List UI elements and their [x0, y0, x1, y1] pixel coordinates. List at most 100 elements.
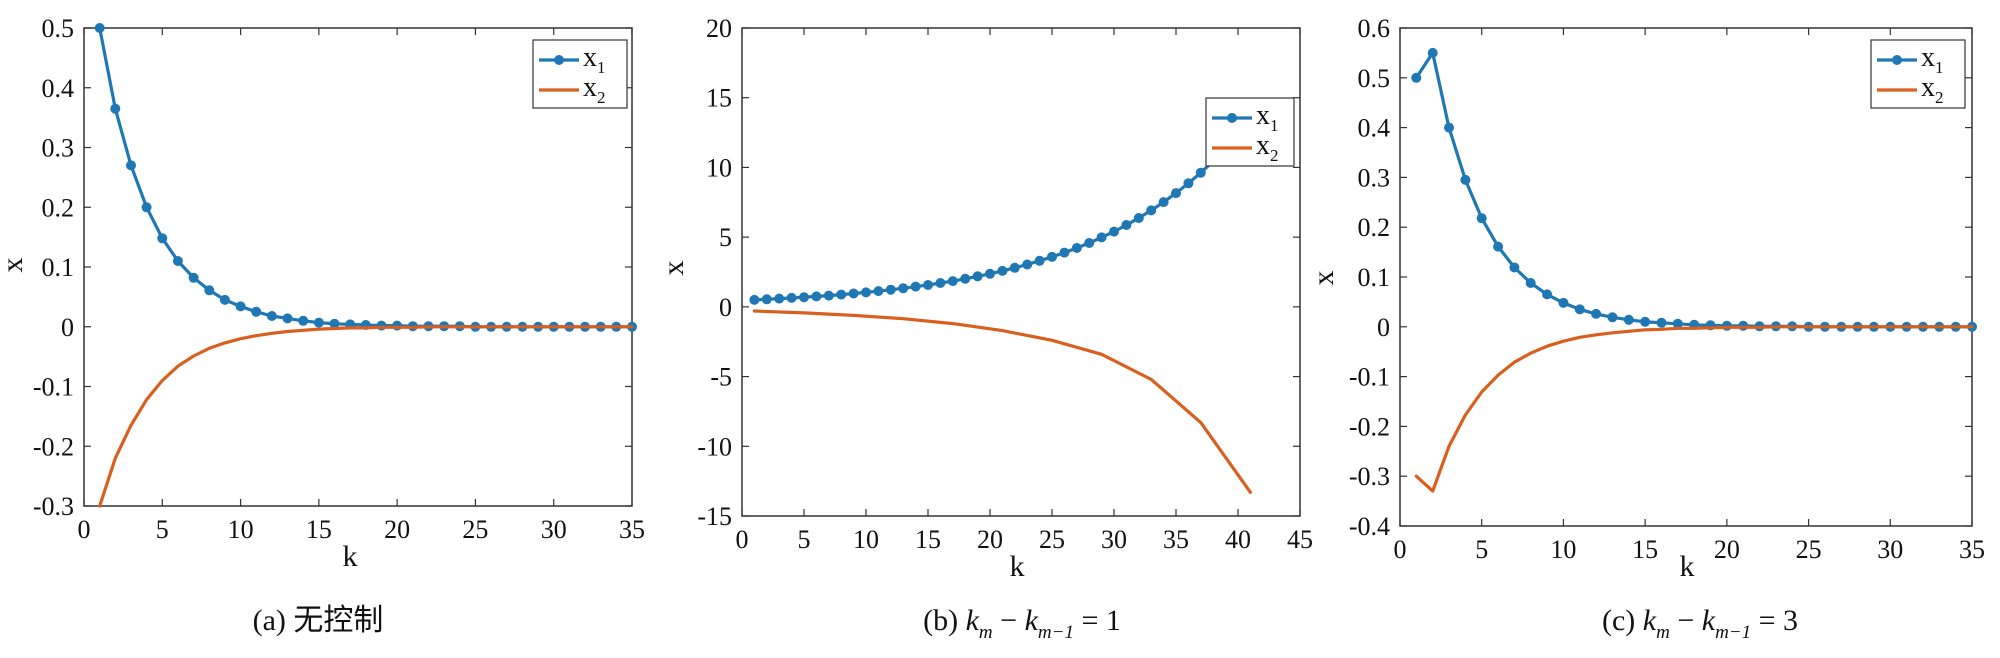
panel-b-xtick-label: 5: [798, 525, 811, 554]
panel-a-xtick-label: 15: [306, 515, 332, 544]
panel-a-xtick-label: 25: [462, 515, 488, 544]
panel-a-series-x1-point: [329, 318, 340, 329]
panel-a-ytick-label: 0: [61, 313, 74, 342]
panel-c-series-x2-line: [1414, 325, 1974, 493]
panel-c-xtick-label: 25: [1796, 535, 1822, 564]
panel-a-ytick-label: -0.2: [33, 432, 74, 461]
panel-c-xtick-label: 0: [1394, 535, 1407, 564]
panel-b-series-x1-point: [1034, 255, 1045, 266]
panel-b-xtick-label: 45: [1287, 525, 1313, 554]
panel-c-caption-prefix: (c): [1602, 604, 1643, 637]
panel-b-series-x1-point: [972, 271, 983, 282]
panel-c-xtick-label: 15: [1632, 535, 1658, 564]
panel-b-series-x1-point: [1109, 226, 1119, 237]
panel-c-ytick-label: 0.4: [1358, 114, 1391, 143]
panel-a-ytick-label: 0.3: [42, 134, 75, 163]
panel-a-xtick-label: 0: [78, 515, 91, 544]
panel-a-series-x1-point: [110, 103, 121, 114]
panel-c-legend-label-x1-main: x: [1921, 42, 1935, 73]
panel-c-legend-label-x2: x2: [1921, 72, 1944, 107]
panel-c-series-x1-point: [1476, 213, 1487, 224]
panel-b-series-x1-point: [761, 294, 772, 305]
panel-b-series-x1-point: [1133, 213, 1144, 223]
panel-b-series-x1-point: [997, 265, 1008, 276]
panel-c-legend-label-x2-main: x: [1921, 72, 1935, 103]
panel-a-series-x2-line: [98, 325, 634, 508]
panel-b-series-x1-point: [848, 288, 859, 299]
panel-a-series-x1-point: [141, 202, 152, 213]
panel-a-plot: 0 5 10 15 20 25 30 35 -0.3 -0.2 -0.1 0 0.1 0.2 0.3 0.4 0…: [33, 14, 645, 544]
panel-b-series-x1-point: [885, 284, 896, 295]
panel-b-ytick-label: -15: [697, 502, 732, 531]
panel-c-ytick-label: 0: [1377, 313, 1390, 342]
panel-c-caption-minus: −: [1670, 604, 1702, 637]
panel-c-caption-km-sub: m: [1656, 622, 1670, 643]
panel-a-series-x1-point: [172, 256, 183, 266]
panel-c-series-x1-point: [1640, 316, 1651, 327]
panel-b-series-x1-point: [861, 287, 871, 298]
panel-c-ytick-label: 0.2: [1358, 213, 1391, 242]
panel-b-series-x1-point: [923, 280, 933, 290]
panel-b-caption-km: k: [966, 604, 980, 637]
panel-a-legend-label-x1-sub: 1: [597, 58, 606, 77]
panel-b-series-x1-point: [774, 293, 785, 304]
panel-b-caption: (b) km − km−1 = 1: [923, 604, 1121, 643]
panel-b-series-x1-point: [836, 289, 847, 300]
panel-a-series-x1-point: [266, 311, 277, 321]
panel-b-series-x1-point: [873, 286, 884, 297]
panel-b-caption-suffix: = 1: [1074, 604, 1121, 637]
panel-c-ytick-label: 0.1: [1358, 263, 1391, 292]
panel-b-series-x1-point: [811, 291, 822, 302]
panel-c-series-x1-point: [1444, 122, 1454, 133]
panel-c-xlabel: k: [1680, 550, 1695, 583]
panel-c-series-x1-point: [1574, 304, 1585, 315]
panel-b-series-x1-point: [910, 281, 921, 292]
panel-b-ylabel: x: [657, 261, 690, 276]
panel-c-series-x1-point: [1493, 241, 1504, 252]
panel-b-series-x2-line: [752, 309, 1253, 494]
panel-c-caption-km1-sub: m−1: [1715, 622, 1751, 643]
panel-b-series-x1-point: [1047, 251, 1057, 262]
panel-b-xtick-label: 40: [1225, 525, 1251, 554]
panel-c-caption-km: k: [1643, 604, 1657, 637]
panel-c-series-x1-point: [1591, 308, 1602, 319]
panel-a-series-x1-point: [126, 160, 136, 171]
panel-b-ytick-label: 5: [719, 223, 732, 252]
panel-c-ylabel: x: [1307, 271, 1340, 286]
panel-c-plot-frame: [1399, 27, 1973, 527]
panel-a-legend-label-x1: x1: [583, 42, 606, 77]
panel-b-legend-label-x2: x2: [1256, 130, 1279, 165]
panel-a-legend-label-x1-main: x: [583, 42, 597, 73]
panel-c-ytick-label: -0.4: [1349, 512, 1390, 541]
panel-a-series-x1-point: [392, 320, 403, 331]
panel-c-series-x1-point: [1427, 47, 1438, 58]
panel-c-legend-box: [1870, 39, 1966, 109]
panel-b-series-x1-point: [1121, 220, 1132, 230]
panel-b-series-x1-point: [947, 276, 958, 287]
panel-a-ytick-label: 0.4: [42, 74, 75, 103]
panel-b-ytick-label: 20: [706, 14, 732, 43]
panel-c-ytick-label: 0.3: [1358, 163, 1391, 192]
panel-b-series-x1-point: [1146, 205, 1157, 216]
panel-b-series-x1-point: [1158, 197, 1169, 208]
panel-b-series-x1-point: [1059, 247, 1070, 258]
panel-c-ytick-label: 0.5: [1358, 64, 1391, 93]
panel-a-xtick-label: 10: [228, 515, 254, 544]
panel-a-series-x1-point: [94, 23, 105, 33]
panel-c-series-x1-point: [1672, 318, 1683, 329]
panel-a-ylabel: x: [0, 258, 29, 273]
panel-c-xtick-label: 35: [1959, 535, 1985, 564]
panel-b-caption-minus: −: [993, 604, 1025, 637]
panel-b-series-x1-point: [1195, 167, 1206, 178]
panel-c-series-x1-point: [1509, 262, 1520, 273]
panel-b-legend-label-x2-sub: 2: [1270, 146, 1279, 165]
panel-c-ytick-label: -0.2: [1349, 412, 1390, 441]
panel-a-series-x1-point: [204, 285, 215, 296]
panel-a-xtick-label: 30: [541, 515, 567, 544]
panel-a-xtick-label: 5: [156, 515, 169, 544]
panel-a: 0 5 10 15 20 25 30 35 -0.3 -0.2 -0.1 0 0.1 0.2 0.3 0.4 0…: [0, 14, 645, 637]
panel-b-series-x1-point: [1096, 232, 1107, 243]
